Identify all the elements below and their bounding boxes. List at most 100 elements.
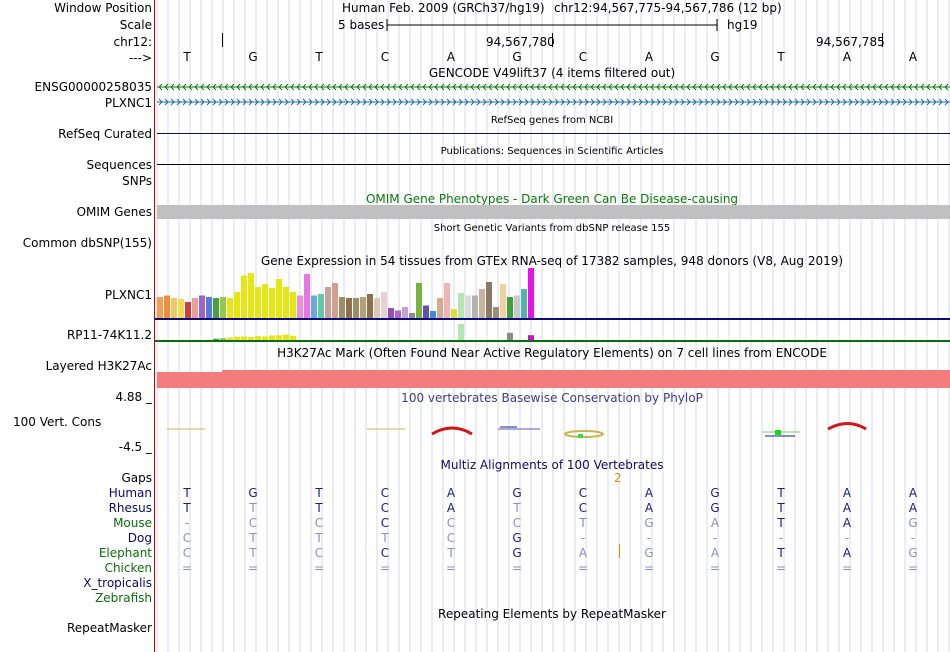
gtex-tissue-bar[interactable] <box>262 336 268 340</box>
gtex-tissue-bar[interactable] <box>402 307 408 318</box>
gtex-tissue-bar[interactable] <box>227 298 233 318</box>
gtex-tissue-bar[interactable] <box>437 298 443 318</box>
gtex-tissue-bar[interactable] <box>423 305 429 319</box>
gtex-tissue-bar[interactable] <box>507 297 513 318</box>
gtex-tissue-bar[interactable] <box>444 283 450 318</box>
gtex-bars-rp11[interactable] <box>213 324 534 340</box>
gtex-tissue-bar[interactable] <box>199 295 205 319</box>
species-label[interactable]: Zebrafish <box>95 591 152 605</box>
gtex-tissue-bar[interactable] <box>332 283 338 318</box>
species-label[interactable]: Mouse <box>113 516 152 530</box>
gtex-tissue-bar[interactable] <box>367 294 373 318</box>
gtex-tissue-bar[interactable] <box>395 310 401 319</box>
track-image-area[interactable]: Human Feb. 2009 (GRCh37/hg19) chr12:94,5… <box>155 0 950 652</box>
gtex-tissue-bar[interactable] <box>374 298 380 318</box>
phylop-conservation-plot[interactable] <box>155 418 950 444</box>
gtex-tissue-bar[interactable] <box>318 294 324 318</box>
gtex-tissue-bar[interactable] <box>381 292 387 318</box>
gtex-tissue-bar[interactable] <box>521 289 527 318</box>
species-label[interactable]: Human <box>108 486 152 500</box>
species-label[interactable]: Elephant <box>98 546 152 560</box>
gtex-gene-label-plxnc1[interactable]: PLXNC1 <box>104 288 152 302</box>
gtex-tissue-bar[interactable] <box>178 299 184 318</box>
gtex-tissue-bar[interactable] <box>283 334 289 340</box>
gtex-tissue-bar[interactable] <box>297 295 303 319</box>
gene-model-ensg[interactable] <box>157 83 950 91</box>
gtex-tissue-bar[interactable] <box>269 335 275 340</box>
gtex-tissue-bar[interactable] <box>164 295 170 319</box>
gtex-tissue-bar[interactable] <box>213 298 219 318</box>
chrom-label[interactable]: chr12: <box>113 35 152 49</box>
gtex-tissue-bar[interactable] <box>458 293 464 318</box>
gtex-tissue-bar[interactable] <box>458 324 464 340</box>
repeatmasker-track-label[interactable]: RepeatMasker <box>66 621 152 635</box>
gtex-tissue-bar[interactable] <box>241 336 247 340</box>
gtex-tissue-bar[interactable] <box>430 311 436 318</box>
gtex-tissue-bar[interactable] <box>304 274 310 318</box>
gtex-tissue-bar[interactable] <box>472 295 478 319</box>
gene-label-ensg[interactable]: ENSG00000258035 <box>34 80 152 94</box>
gene-model-plxnc1[interactable] <box>157 98 950 106</box>
gtex-tissue-bar[interactable] <box>493 307 499 318</box>
gtex-tissue-bar[interactable] <box>241 275 247 319</box>
gtex-tissue-bar[interactable] <box>157 297 163 318</box>
gtex-tissue-bar[interactable] <box>269 288 275 318</box>
dbsnp-track-label[interactable]: Common dbSNP(155) <box>22 236 152 250</box>
gene-label-plxnc1[interactable]: PLXNC1 <box>104 96 152 110</box>
gtex-tissue-bar[interactable] <box>255 287 261 318</box>
gtex-tissue-bar[interactable] <box>290 292 296 318</box>
gtex-tissue-bar[interactable] <box>465 295 471 319</box>
refseq-gene-line[interactable] <box>157 133 950 134</box>
gtex-tissue-bar[interactable] <box>346 298 352 318</box>
gtex-tissue-bar[interactable] <box>325 287 331 318</box>
gtex-gene-label-rp11[interactable]: RP11-74K11.2 <box>66 328 152 342</box>
strand-arrow-label[interactable]: ---> <box>128 51 152 65</box>
gtex-tissue-bar[interactable] <box>255 336 261 340</box>
pubs-line[interactable] <box>157 164 950 165</box>
gtex-tissue-bar[interactable] <box>220 297 226 318</box>
pubs-track-label[interactable]: Sequences <box>86 158 152 172</box>
gtex-tissue-bar[interactable] <box>234 336 240 340</box>
species-label[interactable]: Dog <box>127 531 152 545</box>
gtex-tissue-bar[interactable] <box>416 283 422 318</box>
gtex-tissue-bar[interactable] <box>227 337 233 340</box>
gtex-tissue-bar[interactable] <box>290 335 296 340</box>
gtex-tissue-bar[interactable] <box>514 295 520 319</box>
gtex-tissue-bar[interactable] <box>479 289 485 318</box>
gtex-tissue-bar[interactable] <box>339 297 345 318</box>
species-label[interactable]: X_tropicalis <box>83 576 152 590</box>
phylop-track-label[interactable]: 100 Vert. Cons <box>13 415 102 429</box>
gtex-bar-chart[interactable] <box>155 268 950 344</box>
gtex-tissue-bar[interactable] <box>185 302 191 318</box>
gtex-tissue-bar[interactable] <box>276 279 282 318</box>
gtex-tissue-bar[interactable] <box>486 282 492 318</box>
omim-track-label[interactable]: OMIM Genes <box>76 205 152 219</box>
gtex-tissue-bar[interactable] <box>213 338 219 340</box>
gtex-tissue-bar[interactable] <box>192 298 198 318</box>
gtex-tissue-bar[interactable] <box>360 297 366 318</box>
omim-gene-bar[interactable] <box>157 205 950 219</box>
gtex-tissue-bar[interactable] <box>388 308 394 318</box>
h3k27ac-signal[interactable] <box>155 366 950 390</box>
species-label[interactable]: Chicken <box>104 561 152 575</box>
gtex-tissue-bar[interactable] <box>283 287 289 318</box>
gencode-gene-models[interactable] <box>155 82 950 108</box>
gtex-tissue-bar[interactable] <box>248 273 254 318</box>
gtex-tissue-bar[interactable] <box>500 284 506 318</box>
window-position-label[interactable]: Window Position <box>54 1 152 15</box>
gtex-bars-plxnc1[interactable] <box>157 268 534 318</box>
gtex-tissue-bar[interactable] <box>528 268 534 318</box>
gtex-tissue-bar[interactable] <box>248 337 254 340</box>
gtex-tissue-bar[interactable] <box>171 298 177 318</box>
gtex-tissue-bar[interactable] <box>311 295 317 319</box>
scale-label[interactable]: Scale <box>119 18 152 32</box>
h3k27ac-track-label[interactable]: Layered H3K27Ac <box>45 359 152 373</box>
refseq-track-label[interactable]: RefSeq Curated <box>58 127 152 141</box>
gtex-tissue-bar[interactable] <box>276 335 282 340</box>
gtex-tissue-bar[interactable] <box>451 309 457 318</box>
gtex-tissue-bar[interactable] <box>409 313 415 318</box>
gtex-tissue-bar[interactable] <box>528 335 534 340</box>
species-label[interactable]: Rhesus <box>108 501 152 515</box>
gtex-tissue-bar[interactable] <box>206 297 212 318</box>
gtex-tissue-bar[interactable] <box>262 284 268 318</box>
